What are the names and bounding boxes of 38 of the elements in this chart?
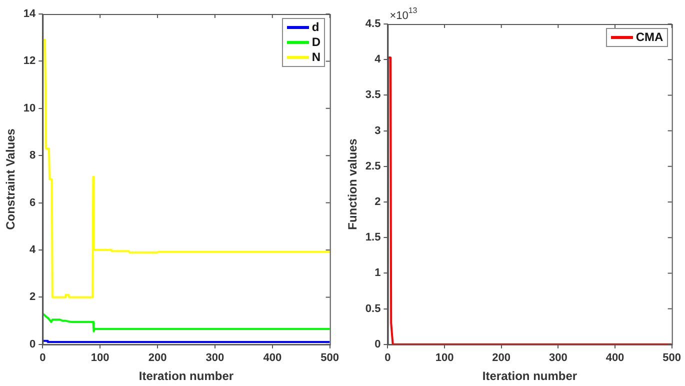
legend-label: D xyxy=(312,35,320,49)
y-tick-label: 2.5 xyxy=(365,160,381,172)
y-tick-label: 1 xyxy=(374,267,381,280)
y-tick-label: 2 xyxy=(374,196,381,208)
y-tick-label: 3 xyxy=(374,124,381,137)
y-tick-label: 14 xyxy=(23,8,37,20)
y-tick-label: 4 xyxy=(374,54,382,66)
y-tick-label: 1.5 xyxy=(365,232,381,244)
x-tick-label: 300 xyxy=(548,352,568,364)
legend-label: N xyxy=(312,50,320,64)
y-tick-label: 10 xyxy=(23,102,36,114)
y-tick-label: 6 xyxy=(30,196,36,209)
legend-label: CMA xyxy=(636,30,664,44)
legend-label: d xyxy=(312,20,320,34)
y-tick-label: 4.5 xyxy=(365,18,381,30)
y-tick-label: 12 xyxy=(23,55,36,68)
x-axis-title: Iteration number xyxy=(138,369,234,384)
x-axis-title: Iteration number xyxy=(482,369,578,384)
x-tick-label: 0 xyxy=(40,352,46,364)
x-tick-label: 500 xyxy=(320,352,340,364)
y-tick-label: 0.5 xyxy=(365,302,381,315)
y-tick-label: 3.5 xyxy=(365,89,381,102)
y-tick-label: 4 xyxy=(30,244,37,256)
y-tick-label: 0 xyxy=(374,338,381,350)
x-tick-label: 500 xyxy=(662,352,682,364)
y-tick-label: 8 xyxy=(30,150,36,162)
x-tick-label: 200 xyxy=(148,352,167,364)
y-axis-title: Function values xyxy=(346,138,360,230)
y-tick-label: 2 xyxy=(30,291,36,304)
x-tick-label: 0 xyxy=(384,352,391,364)
x-tick-label: 200 xyxy=(492,352,511,364)
y-tick-label: 0 xyxy=(30,338,36,350)
x-tick-label: 400 xyxy=(606,352,624,364)
x-tick-label: 100 xyxy=(435,352,454,364)
x-tick-label: 400 xyxy=(263,352,282,364)
x-tick-label: 100 xyxy=(90,352,110,364)
x-tick-label: 300 xyxy=(206,352,224,364)
y-axis-title: Constraint Values xyxy=(4,128,18,230)
